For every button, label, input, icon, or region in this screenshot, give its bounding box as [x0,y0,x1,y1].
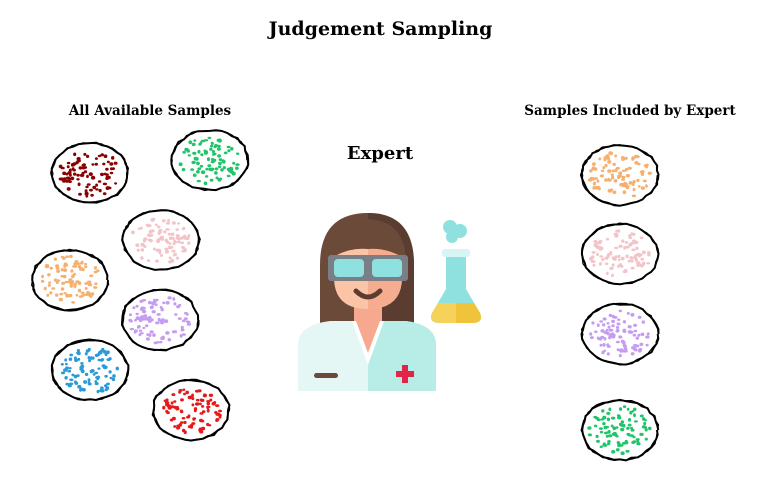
included-pink-group [580,222,660,286]
sample-dark-red-group [50,141,129,204]
sample-orange-group [31,248,110,312]
diagram-title: Judgement Sampling [268,18,493,40]
sample-purple-group [121,288,200,352]
sample-red-group [151,378,231,442]
included-green-group [580,398,660,462]
included-orange-group [579,144,660,207]
sample-pink-group [121,209,202,271]
sample-blue-group [50,338,130,401]
expert-label: Expert [346,143,414,164]
included-purple-group [580,302,660,366]
flask-icon [431,220,481,323]
all-samples-heading: All Available Samples [68,103,232,119]
scientist-icon [298,213,481,391]
sample-green-group [170,129,250,192]
included-samples-heading: Samples Included by Expert [524,103,736,119]
